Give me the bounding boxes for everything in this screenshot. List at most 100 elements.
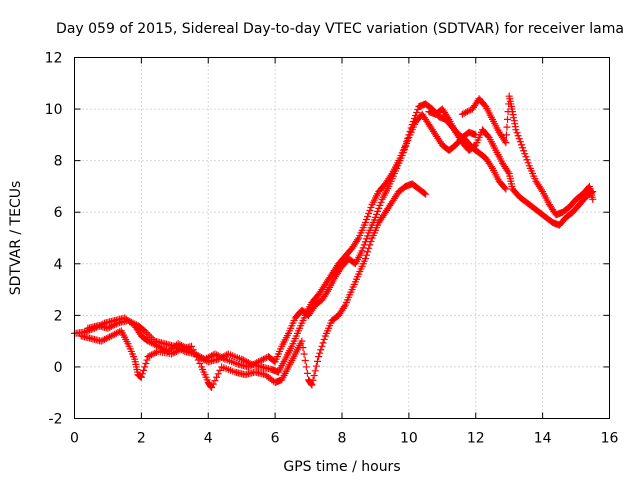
data-point xyxy=(201,355,209,363)
data-point xyxy=(502,131,510,139)
data-point xyxy=(171,348,179,356)
data-point xyxy=(238,355,246,363)
data-point xyxy=(374,207,382,215)
data-point xyxy=(517,141,525,149)
data-point xyxy=(106,323,114,331)
y-tick-label: 4 xyxy=(54,257,63,273)
data-point xyxy=(300,350,308,358)
data-point xyxy=(363,216,371,224)
data-point xyxy=(208,384,216,392)
data-point xyxy=(171,342,179,350)
data-point xyxy=(97,337,105,345)
data-point xyxy=(146,352,154,360)
data-point xyxy=(143,356,151,364)
data-point xyxy=(340,303,348,311)
data-point xyxy=(366,206,374,214)
data-point xyxy=(316,349,324,357)
data-point xyxy=(398,151,406,159)
data-point xyxy=(104,334,112,342)
data-point xyxy=(377,198,385,206)
data-point xyxy=(301,356,309,364)
data-point xyxy=(254,358,262,366)
data-point xyxy=(218,353,226,361)
data-point xyxy=(487,163,495,171)
grid xyxy=(74,57,610,419)
data-point xyxy=(204,353,212,361)
data-point xyxy=(141,363,149,371)
y-tick-label: 10 xyxy=(45,102,63,118)
x-tick-label: 8 xyxy=(338,431,347,447)
data-point xyxy=(465,107,473,115)
data-point xyxy=(538,186,546,194)
data-point xyxy=(361,255,369,263)
data-point xyxy=(400,145,408,153)
data-point xyxy=(503,123,511,131)
data-point xyxy=(178,346,185,354)
data-point xyxy=(422,190,430,198)
data-layer xyxy=(71,92,597,392)
data-point xyxy=(112,329,120,337)
data-point xyxy=(101,335,109,343)
y-tick-label: 12 xyxy=(45,51,63,67)
x-tick-label: 4 xyxy=(204,431,213,447)
data-point xyxy=(169,349,177,357)
data-point xyxy=(315,353,323,361)
data-point xyxy=(463,108,471,116)
data-point xyxy=(259,355,267,363)
data-point xyxy=(375,204,383,212)
data-point xyxy=(371,213,379,221)
data-point xyxy=(516,138,524,146)
data-point xyxy=(317,346,325,354)
x-tick-label: 16 xyxy=(601,431,619,447)
y-tick-label: -2 xyxy=(49,412,63,428)
data-point xyxy=(501,137,509,145)
data-point xyxy=(513,129,521,137)
data-point xyxy=(402,142,410,150)
y-tick-label: 0 xyxy=(54,360,63,376)
data-point xyxy=(146,332,154,340)
data-point xyxy=(512,126,520,134)
data-point xyxy=(524,159,532,167)
data-point xyxy=(213,373,221,381)
data-point xyxy=(298,337,306,345)
data-point xyxy=(359,244,367,252)
tick-marks xyxy=(74,57,610,419)
data-point xyxy=(137,373,145,381)
y-tick-label: 6 xyxy=(54,205,63,221)
data-point xyxy=(206,353,214,361)
data-point xyxy=(248,361,256,369)
data-point xyxy=(312,362,320,370)
data-point xyxy=(179,347,187,355)
data-point xyxy=(523,156,531,164)
data-point xyxy=(420,189,428,197)
data-point xyxy=(302,363,310,371)
data-point xyxy=(198,353,206,361)
x-tick-label: 10 xyxy=(400,431,418,447)
data-point xyxy=(319,339,327,347)
data-point xyxy=(106,333,114,341)
data-point xyxy=(308,381,316,389)
data-point xyxy=(363,235,371,243)
data-point xyxy=(144,330,152,338)
data-point xyxy=(216,353,224,361)
data-point xyxy=(109,331,117,339)
data-point xyxy=(299,344,307,352)
data-point xyxy=(138,370,146,378)
y-tick-label: 2 xyxy=(54,308,63,324)
data-point xyxy=(460,109,468,117)
data-point xyxy=(358,247,366,255)
data-point xyxy=(107,332,115,340)
data-point xyxy=(313,357,321,365)
data-point xyxy=(188,342,196,350)
data-point xyxy=(399,148,407,156)
data-point xyxy=(196,359,204,367)
data-point xyxy=(109,322,117,330)
data-point xyxy=(373,210,381,218)
data-point xyxy=(214,352,222,360)
data-point xyxy=(141,327,149,335)
y-axis-label: SDTVAR / TECUs xyxy=(8,181,24,296)
data-point xyxy=(310,372,318,380)
data-point xyxy=(144,337,152,345)
data-point xyxy=(147,334,155,342)
